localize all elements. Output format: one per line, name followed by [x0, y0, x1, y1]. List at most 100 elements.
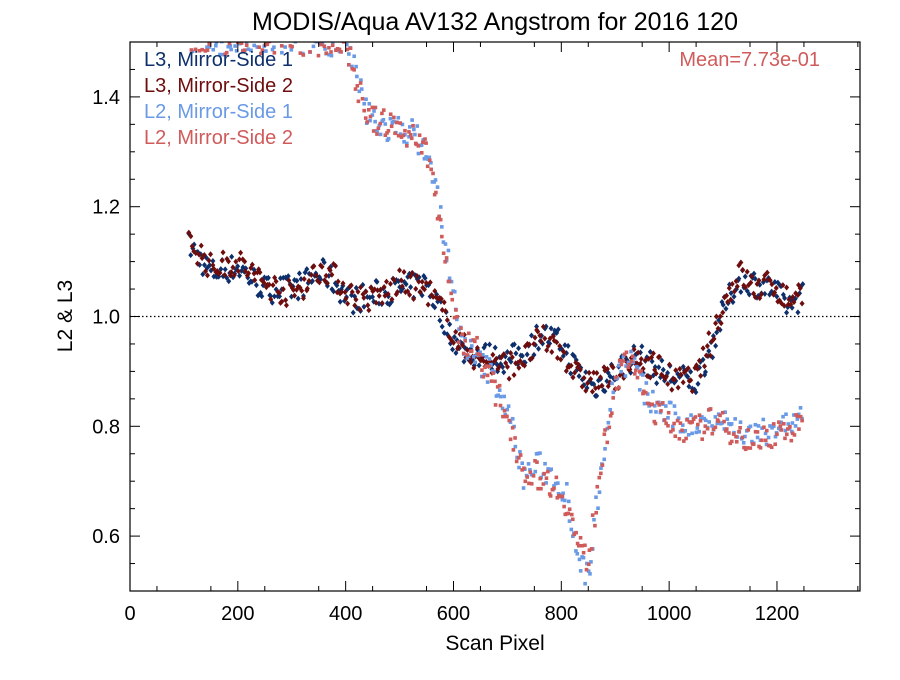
data-point — [653, 370, 659, 377]
data-point — [540, 323, 546, 330]
data-point — [400, 122, 405, 127]
data-point — [621, 359, 626, 363]
data-point — [299, 287, 305, 294]
data-point — [441, 299, 447, 306]
data-point — [427, 158, 432, 163]
y-tick-label: 0.8 — [92, 416, 120, 438]
data-point — [589, 547, 594, 551]
data-point — [304, 285, 310, 292]
data-point — [316, 36, 320, 40]
data-point — [619, 369, 623, 374]
data-point — [456, 340, 461, 344]
data-point — [235, 263, 241, 270]
data-point — [377, 123, 382, 128]
data-point — [531, 340, 537, 347]
data-point — [342, 289, 348, 296]
data-point — [760, 438, 764, 443]
data-point — [424, 141, 428, 145]
data-point — [664, 404, 668, 408]
data-point — [537, 332, 543, 339]
data-point — [586, 369, 592, 376]
data-point — [678, 421, 683, 425]
data-point — [440, 234, 444, 239]
data-point — [357, 89, 362, 94]
data-point — [465, 353, 470, 357]
data-point — [219, 257, 225, 264]
data-point — [335, 46, 340, 51]
data-point — [694, 430, 699, 435]
data-point — [308, 50, 312, 54]
data-point — [708, 407, 713, 411]
data-point — [532, 334, 538, 341]
data-point — [212, 34, 216, 38]
data-point — [700, 345, 706, 352]
data-point — [583, 581, 587, 586]
data-point — [544, 476, 549, 480]
data-point — [230, 37, 234, 41]
data-point — [207, 262, 213, 269]
data-point — [583, 543, 587, 548]
data-point — [660, 401, 665, 405]
data-point — [557, 343, 563, 350]
data-point — [252, 277, 258, 284]
data-point — [576, 373, 582, 380]
data-point — [337, 298, 343, 305]
data-point — [226, 27, 230, 31]
data-point — [447, 276, 452, 281]
legend-entry-l3-mirror-side-1: L3, Mirror-Side 1 — [144, 49, 293, 71]
data-point — [536, 345, 542, 352]
data-point — [214, 42, 219, 45]
data-point — [533, 469, 538, 474]
data-point — [767, 277, 773, 284]
data-point — [461, 358, 467, 365]
data-point — [189, 48, 194, 52]
data-point — [756, 277, 762, 284]
data-point — [358, 284, 364, 291]
data-point — [257, 269, 263, 276]
data-point — [373, 119, 377, 124]
data-point — [521, 486, 526, 490]
data-point — [594, 370, 600, 377]
data-point — [189, 243, 195, 250]
data-point — [501, 351, 507, 358]
data-point — [547, 492, 552, 496]
data-point — [388, 116, 393, 121]
data-point — [561, 491, 565, 496]
data-point — [597, 374, 603, 381]
data-point — [237, 38, 241, 42]
data-point — [510, 425, 515, 430]
data-point — [398, 277, 404, 284]
data-point — [476, 352, 480, 356]
data-point — [606, 420, 611, 425]
data-point — [222, 27, 226, 31]
data-point — [465, 356, 470, 360]
data-point — [227, 42, 232, 46]
data-point — [724, 429, 728, 433]
data-point — [301, 275, 307, 282]
data-point — [380, 111, 384, 116]
data-point — [493, 379, 497, 384]
data-point — [372, 109, 376, 113]
data-point — [586, 562, 591, 567]
data-point — [226, 44, 231, 49]
data-point — [743, 434, 747, 439]
data-point — [312, 38, 316, 42]
data-point — [539, 486, 543, 491]
data-point — [659, 409, 663, 413]
data-point — [493, 403, 498, 407]
data-point — [261, 36, 265, 40]
data-point — [673, 434, 678, 439]
data-point — [343, 295, 349, 302]
data-point — [195, 30, 199, 34]
data-point — [591, 381, 597, 388]
data-point — [411, 123, 415, 128]
data-point — [414, 142, 419, 147]
data-point — [763, 438, 768, 443]
data-point — [610, 411, 614, 415]
data-point — [720, 421, 725, 425]
data-point — [746, 291, 752, 298]
data-point — [782, 295, 788, 302]
data-point — [381, 283, 387, 290]
data-point — [575, 551, 580, 556]
data-point — [206, 257, 212, 264]
